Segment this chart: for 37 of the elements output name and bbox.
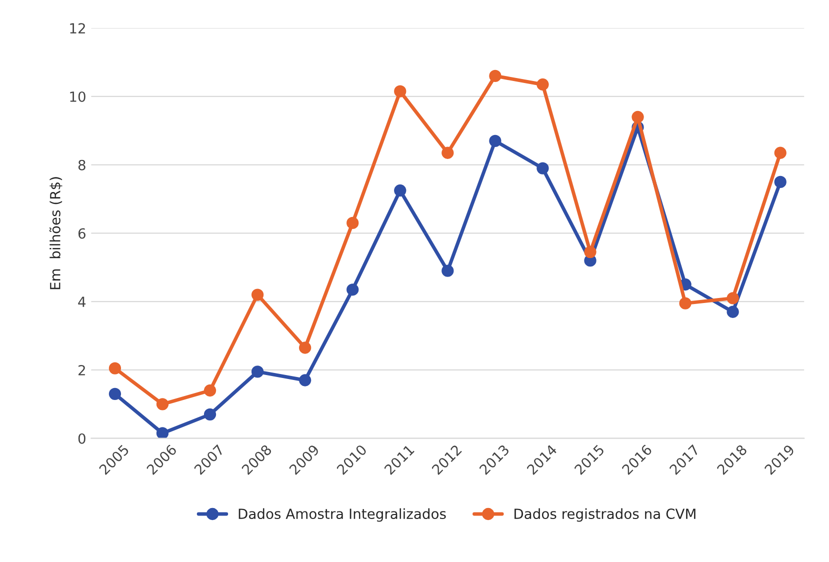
y-tick-label: 2 (78, 364, 85, 376)
point (204, 408, 216, 421)
y-tick-label: 0 (78, 433, 86, 444)
point (204, 384, 216, 397)
y-tick-label: 4 (78, 296, 86, 307)
point (679, 297, 692, 310)
point (536, 162, 549, 174)
point (774, 176, 786, 188)
point (442, 264, 454, 277)
y-tick-label: 12 (70, 23, 85, 34)
point (298, 374, 312, 386)
point (489, 134, 502, 147)
y-tick-label: 6 (78, 228, 86, 239)
point (536, 78, 549, 91)
point (251, 366, 264, 378)
legend-label: Dados Amostra Integralizados (238, 508, 446, 522)
point (394, 85, 406, 98)
point (584, 246, 596, 258)
y-axis-title: Em bilhões (R$) (49, 177, 62, 290)
point (489, 70, 502, 82)
point (774, 146, 786, 159)
point (108, 362, 122, 374)
point (632, 110, 644, 124)
legend-label: Dados registrados na CVM (514, 508, 696, 522)
point (298, 342, 312, 354)
point (726, 306, 739, 318)
point (251, 288, 264, 301)
point (346, 284, 359, 296)
point (726, 292, 739, 304)
point (346, 216, 359, 230)
y-tick-label: 8 (78, 160, 86, 170)
point (394, 184, 406, 197)
point (442, 146, 454, 159)
y-tick-label: 10 (70, 91, 86, 102)
point (108, 388, 122, 400)
point (156, 427, 169, 438)
point (156, 398, 169, 410)
